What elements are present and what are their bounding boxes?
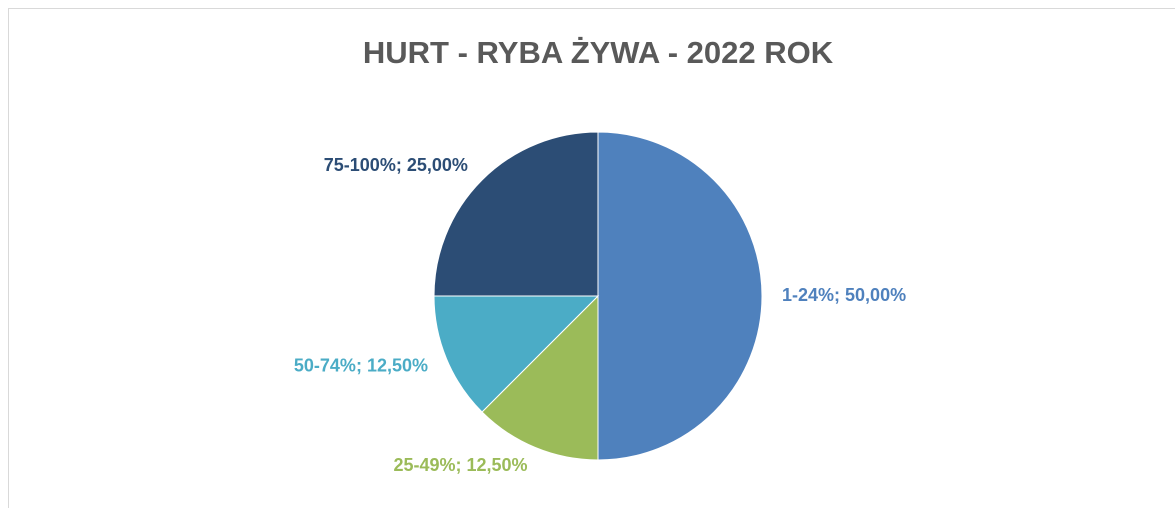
label-separator: ; [396,155,407,175]
pie-slice [597,131,763,461]
label-category: 25-49% [393,455,455,475]
data-label: 1-24%; 50,00% [782,285,906,305]
label-category: 75-100% [324,155,396,175]
data-label: 50-74%; 12,50% [294,355,428,375]
label-separator: ; [356,355,367,375]
data-label: 75-100%; 25,00% [324,155,468,175]
label-value: 12,50% [367,355,428,375]
chart-title: HURT - RYBA ŻYWA - 2022 ROK [363,35,834,70]
pie-slice [481,294,599,461]
label-separator: ; [834,285,845,305]
label-category: 1-24% [782,285,834,305]
label-value: 25,00% [407,155,468,175]
label-separator: ; [456,455,467,475]
label-value: 12,50% [467,455,528,475]
data-label: 25-49%; 12,50% [393,455,527,475]
pie-slice [433,295,600,413]
label-value: 50,00% [845,285,906,305]
pie-slice [433,131,599,297]
label-category: 50-74% [294,355,356,375]
